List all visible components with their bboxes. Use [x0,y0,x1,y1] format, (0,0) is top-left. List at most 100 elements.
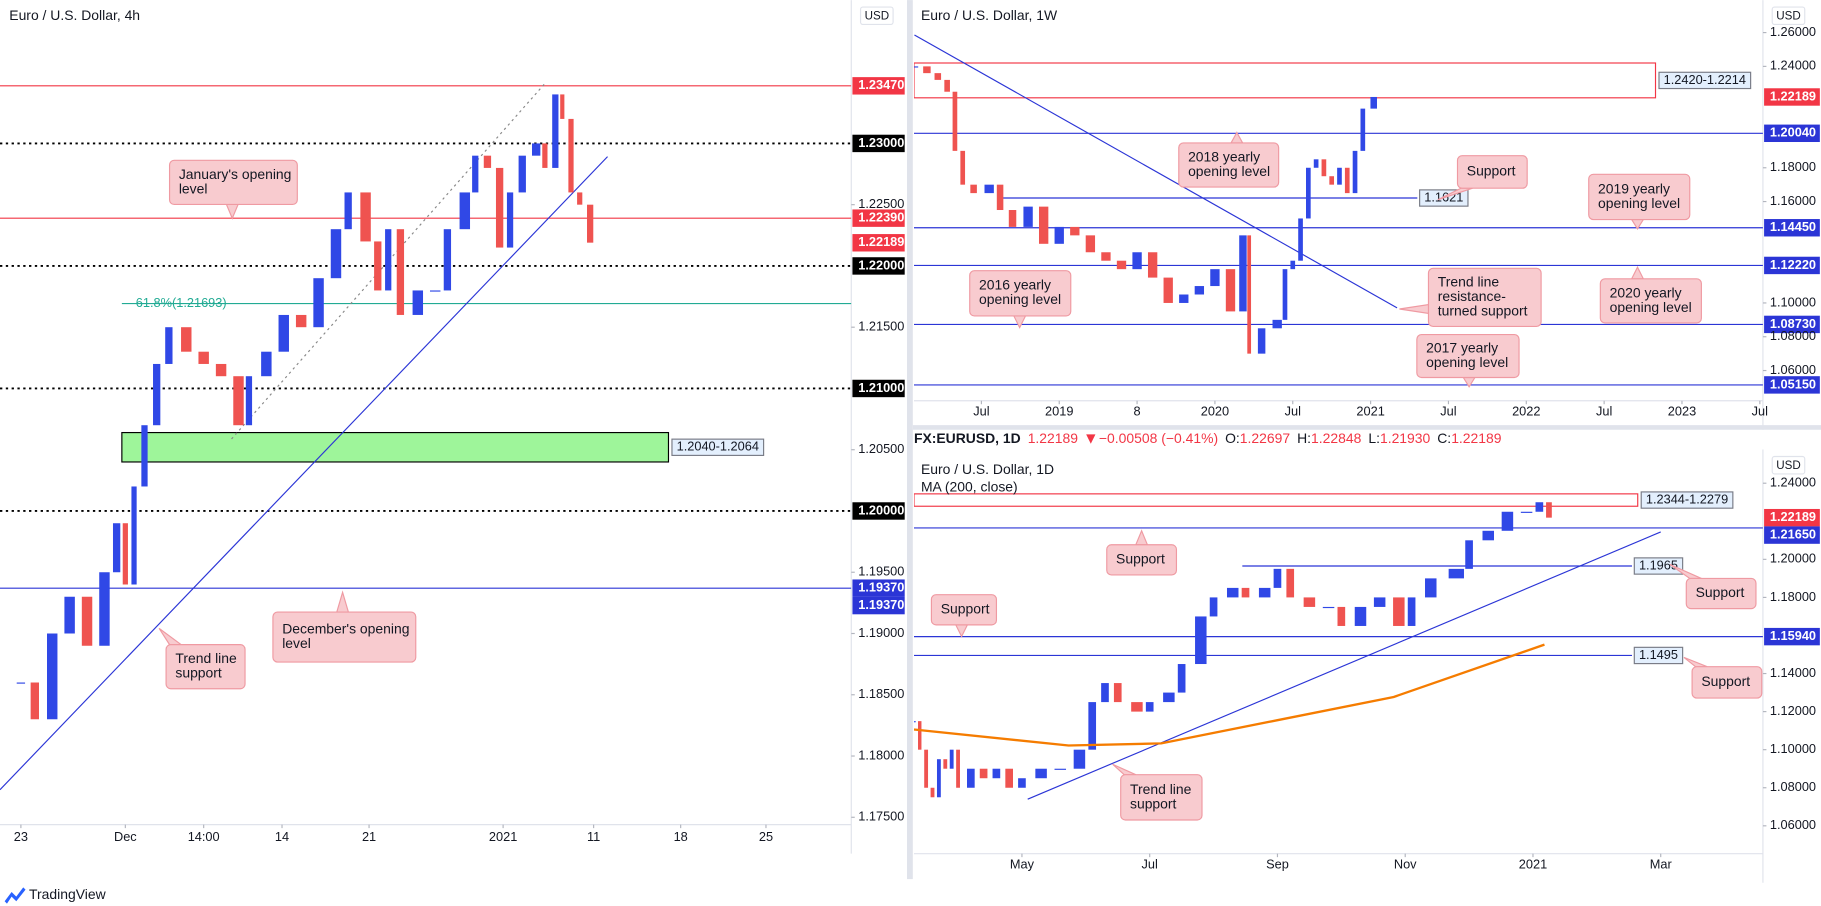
candle [1337,167,1342,185]
y-tick-label: 1.18000 [1770,159,1816,174]
candle [1322,606,1335,609]
callout-box [1120,774,1203,821]
price-label-box [852,77,905,95]
chart-panel: 1.2344-1.2279 1.1965 1.1495 MA (200, close)… [913,430,1820,883]
candle [141,425,148,487]
candle [198,351,209,364]
x-tick-label: 2023 [1668,404,1696,419]
logo: TradingView [4,886,107,904]
candle [1352,150,1358,194]
fib-label: 61.8%(1.21693) [136,295,227,310]
x-tick-label: Nov [1394,857,1417,872]
candle [1354,606,1367,626]
candle [1073,749,1086,769]
candle [1195,616,1207,665]
candle [1209,597,1218,617]
y-tick-label: 1.17500 [858,809,904,824]
callout-text: Trend line [1130,781,1192,797]
price-label-box [852,502,905,520]
callout-text: level [179,180,208,196]
candle [1258,587,1271,598]
candle [1393,597,1405,626]
candle [1373,597,1386,607]
candle [1337,606,1346,626]
trend-line [914,34,1398,309]
x-tick-label: 8 [1134,404,1141,419]
candle [495,167,504,248]
candle [1370,96,1377,109]
candle [233,376,244,426]
candle [483,155,492,168]
candle [1101,683,1109,703]
price-label: 1.23000 [858,135,904,150]
y-tick-label: 1.24000 [1770,58,1816,73]
candle [344,192,352,230]
chart-title: Euro / U.S. Dollar, 1D [921,461,1054,477]
callout-text: support [175,665,222,681]
candle [215,363,227,377]
callout-box [1685,577,1757,610]
candle [261,351,272,377]
x-tick-label: 2019 [1045,404,1073,419]
price-label-box [1764,256,1820,275]
x-tick-label: 11 [587,829,600,844]
zone [913,493,1639,507]
price-label-box [852,596,905,615]
price-label: 1.22189 [1770,509,1816,524]
candle [1282,269,1288,320]
y-tick-label: 1.10000 [1770,294,1816,309]
callout-text: opening level [1426,354,1508,370]
candle [412,290,424,315]
callout-text: Support [1701,673,1750,689]
candle [459,192,471,230]
zone-label: 1.2040-1.2064 [677,439,759,454]
candle [542,143,548,168]
candle [1163,692,1175,703]
candle [1008,210,1017,227]
candle [1023,206,1033,227]
y-tick-label: 1.14000 [1770,665,1816,680]
down-arrow [1086,434,1096,444]
candle [1113,683,1122,703]
x-tick-label: Mar [1650,857,1673,872]
price-label: 1.12220 [1770,257,1816,272]
candle [1465,540,1473,569]
callout: Support [930,594,998,638]
candle [1101,252,1111,261]
callout-box [1691,666,1763,699]
x-tick-label: Jul [1285,404,1301,419]
candle [930,787,935,798]
level-tag-box [1633,557,1684,575]
candle [913,66,919,68]
candle [1131,702,1143,712]
y-tick-label: 1.24000 [1770,475,1816,490]
y-tick-label: 1.06000 [1770,362,1816,377]
candle [1321,159,1327,177]
y-tick-label: 1.12000 [1770,703,1816,718]
unit-box [1771,6,1806,26]
zone-label: 1.2420-1.2214 [1664,72,1746,87]
x-tick-label: 2021 [489,829,517,844]
candle [587,204,594,243]
candle [1241,587,1250,598]
candle [330,229,342,279]
candle [1116,260,1127,270]
axis-unit: USD [1776,459,1801,472]
price-label: 1.19370 [858,597,904,612]
candle [81,596,93,646]
y-tick-label: 1.16000 [1770,193,1816,208]
candle [122,523,128,585]
candle [1070,226,1080,236]
quote-close: 1.22189 [1451,430,1502,446]
candle [64,596,75,634]
price-label-box [1764,315,1820,334]
candle [1272,319,1282,329]
price-label-box [852,257,905,275]
plot-area [913,34,1763,386]
candle [1132,252,1142,270]
x-tick-label: Dec [114,829,137,844]
price-label: 1.23470 [858,77,904,92]
candle [923,66,931,74]
